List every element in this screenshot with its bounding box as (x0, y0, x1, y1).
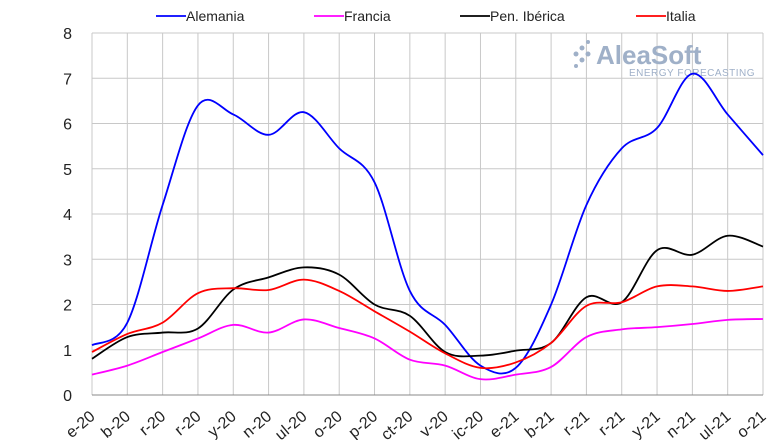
x-tick-label: y-21 (629, 408, 664, 440)
x-tick-label: v-20 (417, 408, 452, 440)
y-tick-label: 8 (63, 26, 72, 43)
series-line-alemania (91, 72, 764, 375)
legend-label-alemania: Alemania (186, 8, 245, 24)
x-tick-label: b-20 (98, 408, 134, 440)
y-tick-label: 2 (63, 298, 72, 315)
x-tick-label: r-20 (136, 408, 169, 439)
y-tick-label: 3 (63, 252, 72, 269)
y-tick-label: 1 (63, 343, 72, 360)
x-tick-label: p-20 (346, 408, 382, 440)
x-tick-label: y-20 (205, 408, 240, 440)
x-tick-label: o-20 (310, 408, 346, 440)
y-axis-ticks: 0 1 2 3 4 5 6 7 8 (63, 26, 72, 405)
x-tick-label: e-21 (487, 408, 523, 440)
x-tick-label: r-21 (560, 408, 593, 439)
y-tick-label: 4 (63, 207, 72, 224)
legend-label-pen-iberica: Pen. Ibérica (490, 8, 565, 24)
x-tick-label: r-21 (596, 408, 629, 439)
x-tick-label: n-21 (663, 408, 699, 440)
series-line-pen-iberica (91, 234, 764, 360)
legend-label-italia: Italia (666, 8, 696, 24)
series-lines (91, 72, 764, 381)
x-tick-label: b-21 (522, 408, 558, 440)
x-tick-label: ic-20 (450, 408, 488, 440)
x-tick-label: ct-20 (378, 408, 416, 440)
x-tick-label: n-20 (240, 408, 276, 440)
y-tick-label: 7 (63, 71, 72, 88)
x-tick-label: ul-21 (696, 408, 734, 440)
series-line-francia (91, 318, 764, 381)
y-tick-label: 6 (63, 117, 72, 134)
x-tick-label: ul-20 (272, 408, 310, 440)
series-line-italia (91, 278, 764, 370)
legend-label-francia: Francia (344, 8, 391, 24)
x-tick-label: o-21 (734, 408, 770, 440)
grid (91, 32, 764, 396)
aleasoft-logo-icon (573, 40, 591, 68)
x-tick-label: r-20 (172, 408, 205, 439)
y-tick-label: 0 (63, 388, 72, 405)
watermark-brand: AleaSoft (596, 40, 702, 70)
y-tick-label: 5 (63, 162, 72, 179)
x-tick-label: e-20 (63, 408, 99, 440)
legend: Alemania Francia Pen. Ibérica Italia (156, 8, 696, 24)
